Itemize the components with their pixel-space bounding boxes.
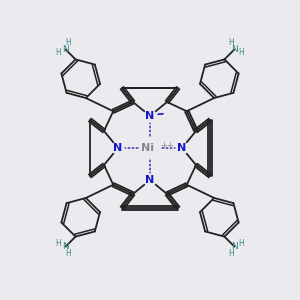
Text: N: N: [146, 175, 154, 185]
Text: ++: ++: [160, 142, 174, 151]
Text: N: N: [146, 111, 154, 121]
Text: H: H: [229, 38, 234, 47]
Circle shape: [112, 142, 124, 154]
Text: H: H: [238, 239, 244, 248]
Text: N: N: [62, 242, 69, 251]
Circle shape: [144, 110, 156, 122]
Text: N: N: [113, 143, 123, 153]
Text: N: N: [231, 242, 238, 251]
Circle shape: [176, 142, 188, 154]
Text: H: H: [66, 38, 71, 47]
Text: N: N: [177, 143, 187, 153]
Text: −: −: [156, 110, 164, 120]
Text: H: H: [56, 48, 61, 57]
Text: H: H: [238, 48, 244, 57]
Text: −: −: [157, 109, 165, 119]
Text: H: H: [66, 249, 71, 258]
Text: H: H: [229, 249, 234, 258]
Text: Ni: Ni: [142, 143, 154, 153]
Text: N: N: [231, 45, 238, 54]
Text: H: H: [56, 239, 61, 248]
Circle shape: [144, 174, 156, 186]
Text: N: N: [62, 45, 69, 54]
Circle shape: [140, 138, 160, 158]
